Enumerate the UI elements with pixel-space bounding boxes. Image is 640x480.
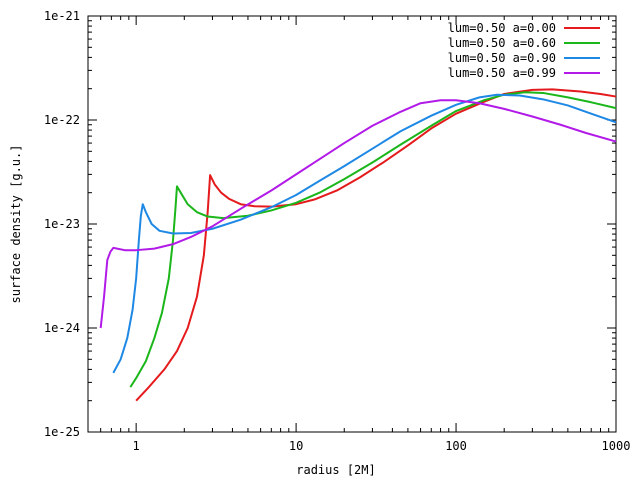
x-axis-label: radius [2M] — [296, 463, 375, 477]
legend-label-1: lum=0.50 a=0.00 — [448, 21, 556, 35]
x-tick-label: 100 — [445, 439, 467, 453]
legend-label-3: lum=0.50 a=0.90 — [448, 51, 556, 65]
y-tick-label: 1e-23 — [44, 217, 80, 231]
legend-label-2: lum=0.50 a=0.60 — [448, 36, 556, 50]
y-axis-label: surface density [g.u.] — [9, 145, 23, 304]
x-tick-label: 1000 — [602, 439, 631, 453]
series-line-1 — [135, 88, 617, 402]
axes: 1 10 100 1000 1e-25 1e-24 1e-23 1e-22 1e-21 — [44, 9, 631, 453]
legend-label-4: lum=0.50 a=0.99 — [448, 66, 556, 80]
y-tick-label: 1e-22 — [44, 113, 80, 127]
x-tick-label: 1 — [133, 439, 140, 453]
series-line-4 — [99, 99, 617, 329]
y-tick-label: 1e-21 — [44, 9, 80, 23]
y-tick-label: 1e-24 — [44, 321, 80, 335]
series-line-2 — [129, 91, 617, 388]
y-tick-label: 1e-25 — [44, 425, 80, 439]
x-tick-label: 10 — [289, 439, 303, 453]
series-line-3 — [112, 93, 617, 374]
series-group — [99, 88, 617, 402]
